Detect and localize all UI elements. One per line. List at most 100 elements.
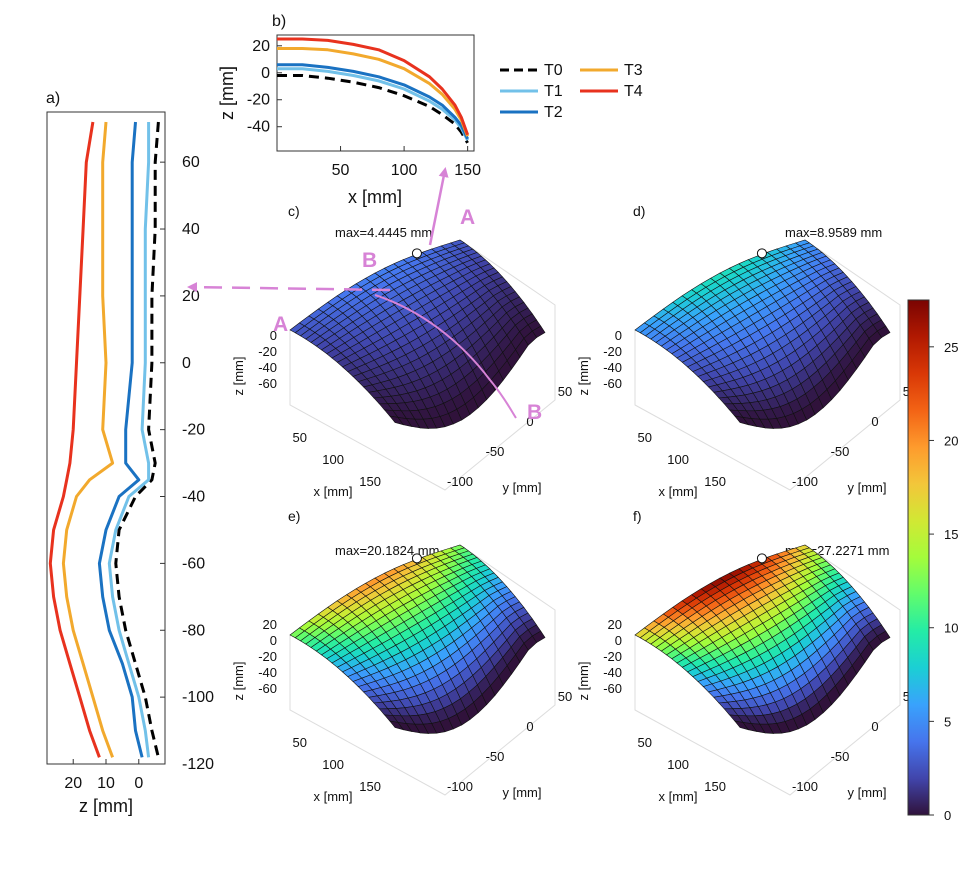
panel-e-max-annotation: max=20.1824 mm [335, 543, 439, 558]
panel-c-max-point [411, 248, 422, 259]
marker-a-left: A [273, 313, 288, 336]
panel-b-legend: T0 T1 T2 T3 T4 [500, 62, 643, 121]
panel-d-max-annotation: max=8.9589 mm [785, 225, 882, 240]
legend-label-t4: T4 [624, 83, 643, 100]
arrow-to-panel-b [428, 167, 449, 246]
panel-f-ytick-label: -50 [831, 749, 850, 764]
panel-d-ytick-label: -50 [831, 444, 850, 459]
panel-a-ytick-label: -20 [182, 422, 205, 439]
panel-b-series-t2 [277, 63, 469, 140]
panel-d-ylabel: y [mm] [848, 480, 887, 495]
panel-c-surface-cell [531, 325, 546, 338]
panel-a-ytick-label: -100 [182, 689, 214, 706]
panel-f-surface-cell [876, 630, 891, 643]
panel-f-ytick-label: 0 [871, 719, 878, 734]
panel-e-xtick-label: 150 [359, 779, 381, 794]
panel-c-ztick-label: -60 [258, 376, 277, 391]
colorbar-tick-label: 0 [944, 808, 951, 823]
panel-b-ytick-label: 0 [261, 65, 270, 82]
panel-a-x-ticks: 20 10 0 [64, 759, 143, 792]
marker-b-bottom: B [527, 401, 542, 424]
panel-d: d)max=8.9589 mm0-20-40-60z [mm]50100150x… [576, 203, 917, 499]
panel-b-xtick-label: 150 [454, 162, 481, 179]
panel-c-ztick-label: 0 [270, 328, 277, 343]
panel-c-xtick-label: 50 [293, 430, 307, 445]
legend-label-t2: T2 [544, 104, 563, 121]
panel-d-ztick-label: -40 [603, 360, 622, 375]
panel-e-ztick-label: -20 [258, 649, 277, 664]
panel-b: b) 20 0 -20 -40 50 100 150 x [mm] z [mm] T0 T1… [217, 13, 643, 207]
panel-e-ztick-label: 0 [270, 633, 277, 648]
panel-a-series-t4 [48, 121, 101, 758]
panel-f-ztick-label: -20 [603, 649, 622, 664]
panel-e-ztick-label: -60 [258, 681, 277, 696]
panel-f-ztick-label: -60 [603, 681, 622, 696]
panel-e-max-point [411, 553, 422, 564]
panel-c-xtick-label: 150 [359, 474, 381, 489]
arrow-to-panel-a [187, 282, 391, 293]
panel-a-ytick-label: 0 [182, 355, 191, 372]
panel-c-xtick-label: 100 [322, 452, 344, 467]
panel-f-ztick-label: 0 [615, 633, 622, 648]
panel-b-xtick-label: 100 [391, 162, 418, 179]
colorbar-tick-label: 10 [944, 621, 958, 636]
panel-e-ztick-label: 20 [263, 617, 277, 632]
marker-b-top: B [362, 249, 377, 272]
legend-label-t3: T3 [624, 62, 643, 79]
panel-c-zlabel: z [mm] [231, 357, 246, 396]
panel-f-zlabel: z [mm] [576, 662, 591, 701]
panel-d-ytick-label: 0 [871, 414, 878, 429]
panel-f-xtick-label: 100 [667, 757, 689, 772]
colorbar-ticks: 0 5 10 15 20 25 [929, 340, 958, 823]
panel-f-xtick-label: 150 [704, 779, 726, 794]
panel-e-ytick-label: -100 [447, 779, 473, 794]
panel-e-ytick-label: -50 [486, 749, 505, 764]
panel-c-ytick-label: 0 [526, 414, 533, 429]
panel-a-xtick-label: 10 [97, 775, 115, 792]
panel-a-ytick-label: -60 [182, 555, 205, 572]
panel-f-max-point [756, 553, 767, 564]
panel-c-ytick-label: 50 [558, 384, 572, 399]
panel-c-ytick-label: -50 [486, 444, 505, 459]
panel-b-xlabel: x [mm] [348, 187, 402, 207]
colorbar-tick-label: 20 [944, 433, 958, 448]
panel-f-ytick-label: -100 [792, 779, 818, 794]
panel-a-series-t3 [61, 121, 115, 758]
panel-d-surface [634, 239, 891, 429]
panel-a-ytick-label: -120 [182, 756, 214, 773]
panel-a-ytick-label: -80 [182, 622, 205, 639]
panel-a-series-t0 [114, 121, 160, 758]
panel-f-label: f) [633, 508, 642, 524]
panel-c-ztick-label: -20 [258, 344, 277, 359]
panel-f-xlabel: x [mm] [659, 789, 698, 804]
colorbar-tick-label: 15 [944, 527, 958, 542]
panel-c-ylabel: y [mm] [503, 480, 542, 495]
panel-d-xtick-label: 150 [704, 474, 726, 489]
panel-b-x-ticks: 50 100 150 [332, 146, 481, 179]
panel-f-ztick-label: -40 [603, 665, 622, 680]
panel-d-surface-cell [876, 325, 891, 338]
colorbar-tick-label: 25 [944, 340, 958, 355]
panel-d-xtick-label: 100 [667, 452, 689, 467]
panel-e-xtick-label: 100 [322, 757, 344, 772]
panel-b-series [277, 37, 470, 144]
panel-d-ztick-label: -60 [603, 376, 622, 391]
panel-a-xtick-label: 20 [64, 775, 82, 792]
panel-c-max-annotation: max=4.4445 mm [335, 225, 432, 240]
marker-a-top: A [460, 206, 475, 229]
panel-d-max-point [756, 248, 767, 259]
legend-label-t1: T1 [544, 83, 563, 100]
panel-c-ytick-label: -100 [447, 474, 473, 489]
panel-a: a) 60 40 20 0 -20 -40 -60 -80 -100 -120 20 10 0 z [… [46, 90, 214, 816]
panel-d-xtick-label: 50 [638, 430, 652, 445]
colorbar: 0 5 10 15 20 25 [907, 299, 958, 823]
panel-a-label: a) [46, 90, 60, 107]
surface-panels: c)max=4.4445 mm0-20-40-60z [mm]50100150x… [231, 203, 917, 804]
panel-e-ytick-label: 0 [526, 719, 533, 734]
panel-f-ylabel: y [mm] [848, 785, 887, 800]
panel-d-xlabel: x [mm] [659, 484, 698, 499]
panel-e-ztick-label: -40 [258, 665, 277, 680]
panel-b-series-t1 [277, 67, 469, 141]
panel-e-ylabel: y [mm] [503, 785, 542, 800]
